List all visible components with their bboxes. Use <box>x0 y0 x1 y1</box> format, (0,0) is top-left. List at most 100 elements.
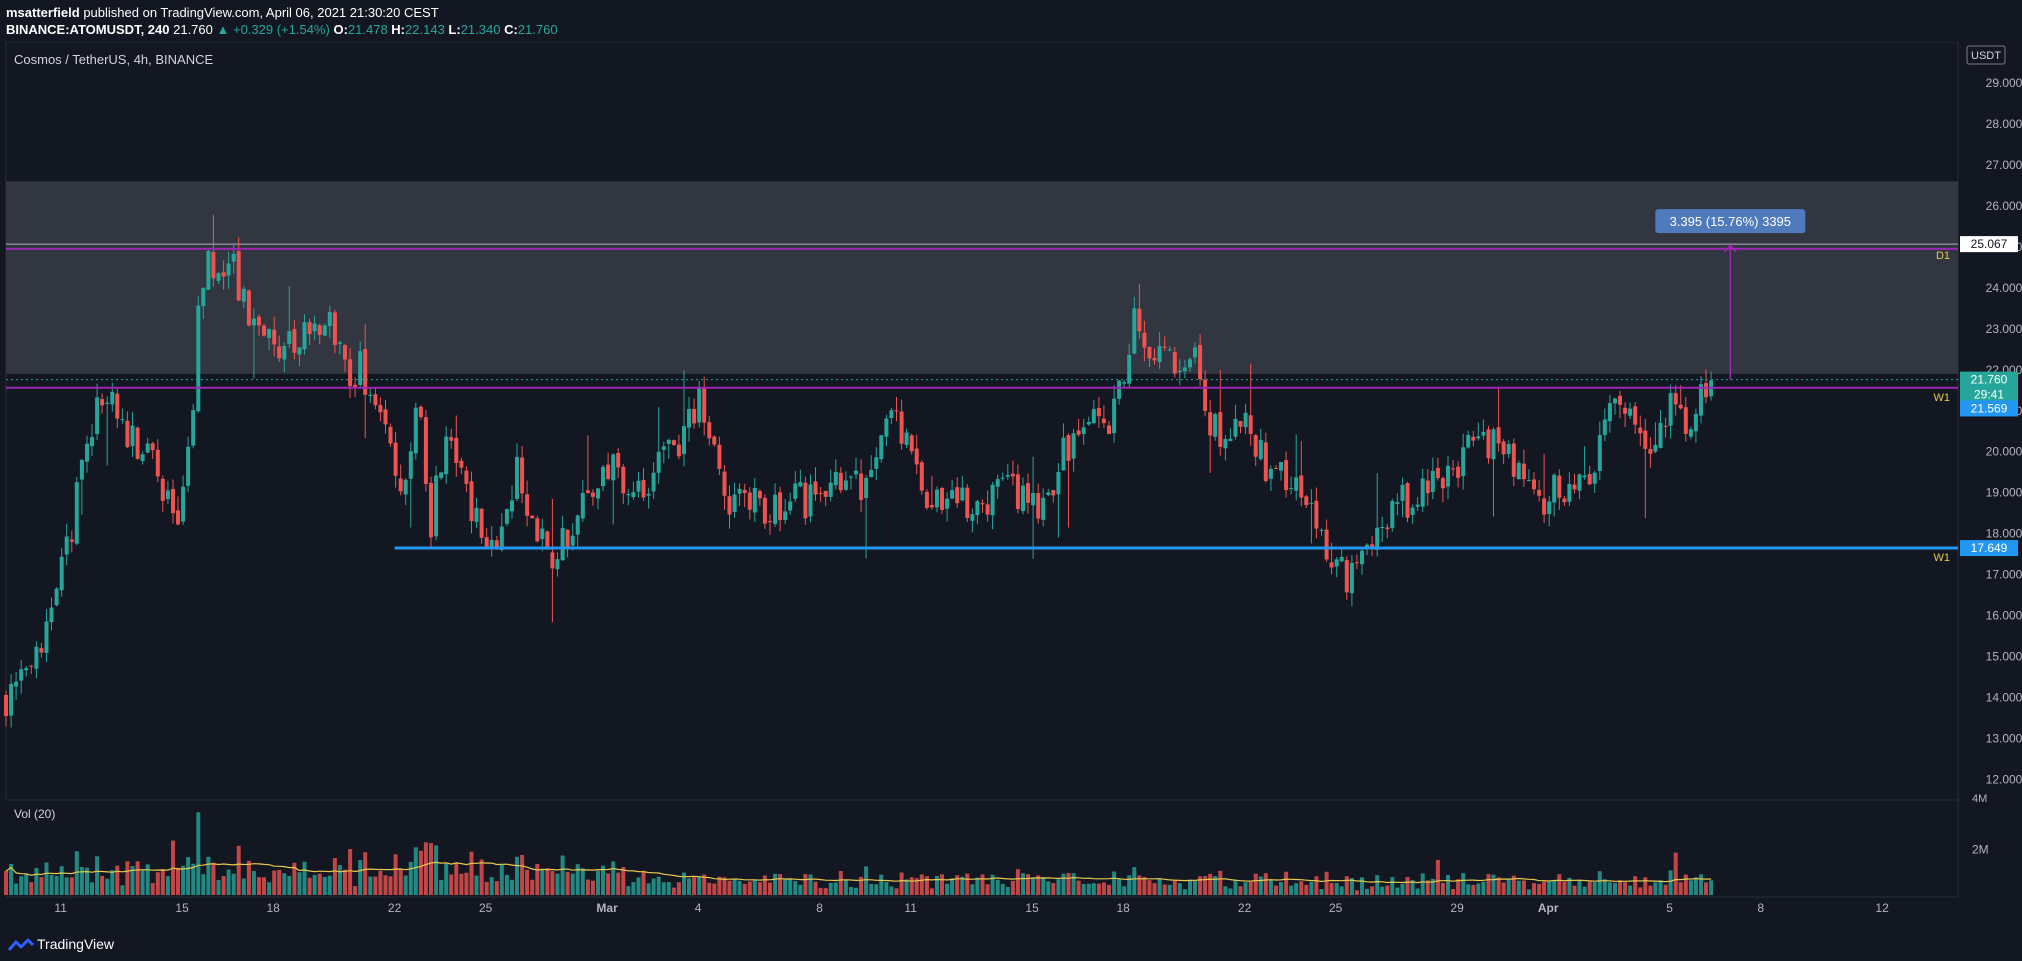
volume-bar <box>985 884 990 895</box>
volume-bar <box>19 876 24 895</box>
volume-bar <box>1607 882 1612 895</box>
tradingview-logo[interactable]: TradingView <box>7 936 114 952</box>
volume-bar <box>1137 875 1142 895</box>
candle-body <box>955 487 960 504</box>
volume-bar <box>803 874 808 895</box>
candle-body <box>317 325 322 335</box>
volume-bar <box>1162 884 1167 895</box>
candle-body <box>327 312 332 326</box>
candle-body <box>297 347 302 355</box>
volume-bar <box>1582 886 1587 895</box>
candle-body <box>1678 404 1683 409</box>
candle-body <box>1324 529 1329 560</box>
candle-body <box>368 394 373 396</box>
candle-body <box>601 466 605 487</box>
candle-body <box>1041 497 1046 520</box>
candle-body <box>1390 501 1395 529</box>
candle-body <box>353 384 358 388</box>
volume-bar <box>337 865 342 895</box>
volume-bar <box>1699 874 1703 895</box>
volume-bar <box>1218 870 1223 895</box>
volume-bar <box>49 874 54 895</box>
candle-body <box>712 436 717 445</box>
candle-body <box>1613 398 1617 404</box>
volume-bar <box>44 862 49 895</box>
volume-bar <box>150 883 155 895</box>
volume-bar <box>464 872 469 895</box>
volume-bar <box>363 852 368 895</box>
candle-body <box>1137 308 1142 332</box>
candle-body <box>585 490 590 493</box>
volume-bar <box>560 855 565 895</box>
price-axis-label: 17.649 <box>1971 541 2008 555</box>
price-chart[interactable]: D1 W1 W1 3.395 (15.76%) 3395 Cosmos / Tether… <box>0 42 2022 930</box>
candle-body <box>940 488 944 510</box>
candle-body <box>49 607 54 623</box>
volume-group <box>4 812 1714 895</box>
volume-bar <box>1263 873 1268 895</box>
candle-body <box>1623 407 1628 414</box>
candle-body <box>1532 479 1536 490</box>
volume-bar <box>353 886 358 895</box>
volume-bar <box>757 882 762 895</box>
volume-bar <box>1274 885 1278 895</box>
candle-body <box>1243 412 1248 428</box>
candle-body <box>459 460 464 468</box>
candle-body <box>1648 448 1653 454</box>
price-tick-label: 27.000 <box>1986 158 2022 172</box>
volume-bar <box>742 883 747 895</box>
volume-bar <box>368 876 373 895</box>
candle-body <box>464 470 469 484</box>
candle-body <box>484 537 489 547</box>
candle-body <box>221 272 226 277</box>
candle-body <box>1046 492 1051 495</box>
currency-button[interactable] <box>1966 45 2006 65</box>
volume-bar <box>1420 873 1425 895</box>
candle-body <box>641 479 646 498</box>
volume-bar <box>1547 880 1552 895</box>
candle-body <box>1572 484 1577 490</box>
volume-bar <box>666 882 671 895</box>
candle-body <box>145 443 150 453</box>
candle-body <box>1127 354 1132 384</box>
volume-bar <box>737 880 742 895</box>
candle-body <box>919 462 924 491</box>
candle-body <box>757 491 762 499</box>
volume-bar <box>1324 871 1329 895</box>
volume-bar <box>1602 879 1607 895</box>
volume-bar <box>940 874 944 895</box>
time-tick-label: Apr <box>1538 901 1559 915</box>
candle-body <box>631 492 636 498</box>
candle-body <box>651 472 656 492</box>
volume-bar <box>1405 877 1410 895</box>
candle-body <box>545 531 550 550</box>
candle-body <box>105 402 110 404</box>
volume-tick-label: 4M <box>1972 793 1987 805</box>
volume-bar <box>1400 883 1405 895</box>
volume-bar <box>1198 876 1203 895</box>
candle-body <box>489 539 494 549</box>
volume-bar <box>1653 882 1658 895</box>
volume-bar <box>1587 881 1592 895</box>
candle-body <box>1198 345 1203 380</box>
publisher-name[interactable]: msatterfield <box>6 5 80 20</box>
candle-body <box>550 552 555 569</box>
volume-bar <box>1172 880 1177 895</box>
candle-body <box>945 498 950 509</box>
volume-bar <box>1395 887 1400 895</box>
candle-body <box>1117 380 1122 399</box>
candle-body <box>241 288 246 302</box>
candle-body <box>838 472 843 491</box>
candle-body <box>682 426 686 455</box>
candle-body <box>783 511 788 520</box>
volume-bar <box>596 870 600 895</box>
candle-body <box>1112 398 1117 434</box>
volume-bar <box>894 888 899 895</box>
w1-upper-level-label: W1 <box>1934 392 1951 404</box>
volume-bar <box>1628 885 1633 895</box>
candle-body <box>378 405 383 413</box>
candle-body <box>742 489 747 494</box>
candle-body <box>914 448 919 465</box>
volume-bar <box>267 882 272 895</box>
time-tick-label: 25 <box>1329 901 1343 915</box>
